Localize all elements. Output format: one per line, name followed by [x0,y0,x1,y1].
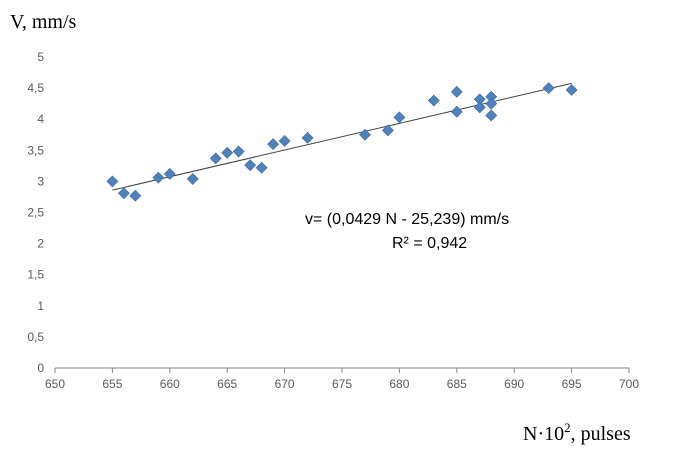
data-point [129,189,142,202]
r-squared-label: R² = 0,942 [392,235,467,252]
trendline-equation: v= (0,0429 N - 25,239) mm/s [305,211,509,228]
y-tick-label: 4 [37,112,44,126]
data-point [255,161,268,174]
data-point [106,175,119,188]
data-point [473,101,486,114]
y-tick-label: 1 [37,299,44,313]
data-point [278,135,291,147]
y-tick-label: 0 [37,361,44,375]
x-tick-label: 670 [275,377,295,391]
x-axis-title-superscript: 2 [564,420,571,435]
data-point [267,138,280,151]
trendline [112,82,572,191]
y-tick-label: 3,5 [27,143,44,157]
data-points [106,82,578,202]
y-tick-label: 5 [37,50,44,64]
data-point [427,94,440,107]
x-tick-label: 675 [332,377,352,391]
y-tick-label: 3 [37,174,44,188]
y-tick-labels: 0 0,5 1 1,5 2 2,5 3 3,5 4 4,5 5 [27,50,44,375]
y-tick-label: 2,5 [27,206,44,220]
x-tick-label: 695 [562,377,582,391]
data-point [117,187,130,200]
y-tick-label: 0,5 [27,330,44,344]
x-tick-label: 655 [102,377,122,391]
data-point [232,145,245,158]
x-tick-label: 665 [217,377,237,391]
x-tick-label: 700 [619,377,639,391]
data-point [381,124,394,137]
data-point [542,82,555,95]
data-point [450,85,463,98]
x-tick-label: 685 [447,377,467,391]
x-tick-label: 650 [45,377,65,391]
x-tick-marks [54,368,630,373]
x-axis-title-suffix: , pulses [571,423,631,445]
y-tick-label: 4,5 [27,81,44,95]
data-point [163,168,176,180]
data-point [152,171,165,184]
y-axis-title: V, mm/s [10,11,77,33]
data-point [221,146,234,159]
data-point [565,84,578,96]
x-tick-labels: 650 655 660 665 670 675 680 685 690 695 700 [45,377,639,391]
x-tick-label: 680 [389,377,409,391]
x-tick-label: 690 [504,377,524,391]
y-tick-label: 2 [37,237,44,251]
data-point [186,172,199,185]
data-point [485,109,498,122]
data-point [450,105,463,118]
x-axis-title-base: N·10 [523,423,564,445]
data-point [393,111,406,124]
data-point [359,128,371,141]
x-axis-title: N·102, pulses [523,420,631,445]
y-tick-label: 1,5 [27,268,44,282]
data-point [244,159,257,172]
data-point [209,152,222,165]
data-point [301,131,314,144]
data-point [485,97,498,110]
x-tick-label: 660 [160,377,180,391]
